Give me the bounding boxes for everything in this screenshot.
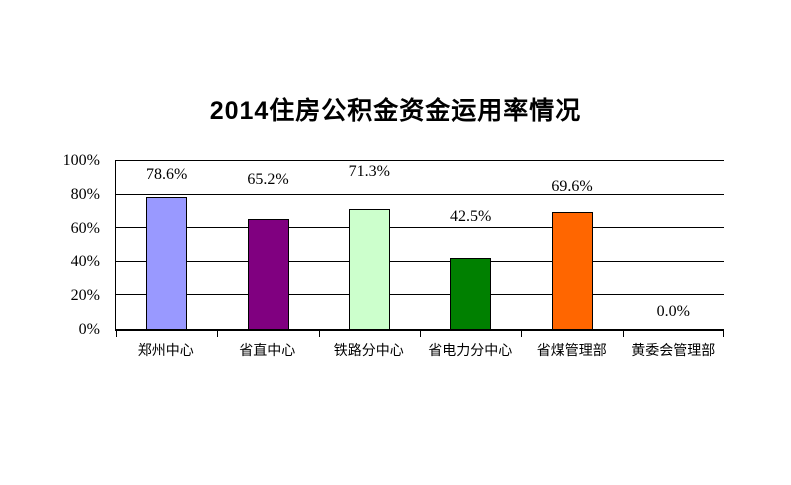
bar bbox=[146, 196, 188, 329]
bar bbox=[450, 257, 492, 329]
y-tick-label: 40% bbox=[70, 253, 100, 271]
gridline bbox=[116, 260, 724, 262]
y-tick-label: 80% bbox=[70, 185, 100, 203]
bar bbox=[247, 219, 289, 329]
bar-value-label: 0.0% bbox=[656, 303, 690, 320]
y-tick-label: 20% bbox=[70, 287, 100, 305]
y-tick-label: 0% bbox=[78, 321, 100, 338]
x-tick-label: 郑州中心 bbox=[137, 344, 194, 359]
x-axis-tick bbox=[723, 331, 724, 337]
x-tick-label: 铁路分中心 bbox=[333, 344, 404, 359]
plot-area: 78.6% 65.2% 71.3% 42.5% 69.6% 0.0% bbox=[115, 160, 724, 337]
bar-value-label: 78.6% bbox=[145, 165, 188, 183]
x-axis-tick bbox=[622, 331, 624, 337]
gridline bbox=[116, 227, 724, 229]
x-tick-label: 黄委会管理部 bbox=[631, 344, 716, 359]
x-axis-tick bbox=[116, 331, 117, 337]
x-tick-label: 省煤管理部 bbox=[536, 344, 607, 359]
x-tick-label: 省直中心 bbox=[239, 344, 296, 359]
bar-value-label: 71.3% bbox=[348, 163, 390, 181]
bar bbox=[348, 209, 390, 329]
gridline bbox=[116, 294, 724, 296]
chart-title: 2014住房公积金资金运用率情况 bbox=[209, 97, 582, 125]
bar-value-label: 69.6% bbox=[551, 178, 593, 196]
bar-value-label: 65.2% bbox=[247, 171, 289, 189]
x-axis-tick bbox=[420, 331, 421, 337]
bar-value-label: 42.5% bbox=[449, 207, 492, 225]
y-tick-label: 60% bbox=[70, 219, 100, 237]
x-axis-tick bbox=[521, 331, 523, 337]
x-axis-tick bbox=[318, 331, 320, 337]
x-axis-tick bbox=[217, 331, 219, 337]
gridline bbox=[116, 193, 724, 195]
bar bbox=[551, 212, 593, 329]
y-tick-label: 100% bbox=[62, 152, 100, 169]
x-tick-label: 省电力分中心 bbox=[428, 344, 513, 359]
